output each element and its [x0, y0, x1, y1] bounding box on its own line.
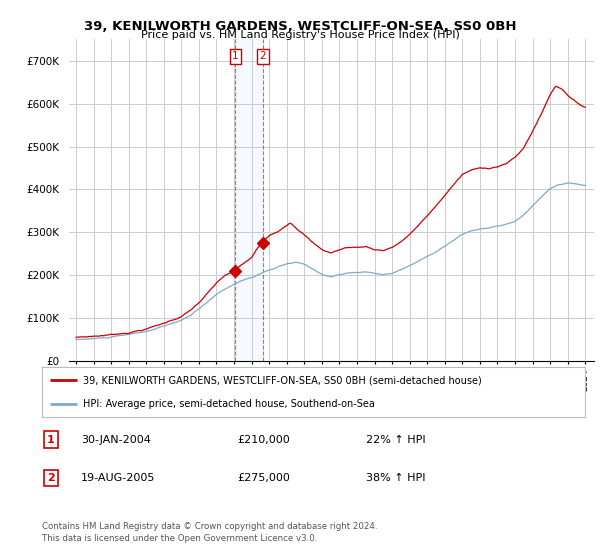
Text: 1: 1 [232, 52, 239, 62]
Text: HPI: Average price, semi-detached house, Southend-on-Sea: HPI: Average price, semi-detached house,… [83, 399, 374, 409]
Text: 2: 2 [259, 52, 266, 62]
Text: 38% ↑ HPI: 38% ↑ HPI [366, 473, 425, 483]
Text: 1: 1 [47, 435, 55, 445]
Text: 39, KENILWORTH GARDENS, WESTCLIFF-ON-SEA, SS0 0BH: 39, KENILWORTH GARDENS, WESTCLIFF-ON-SEA… [84, 20, 516, 32]
Bar [235, 39, 263, 361]
Text: 2: 2 [47, 473, 55, 483]
Text: 19-AUG-2005: 19-AUG-2005 [81, 473, 155, 483]
Text: 30-JAN-2004: 30-JAN-2004 [81, 435, 151, 445]
Text: 22% ↑ HPI: 22% ↑ HPI [366, 435, 425, 445]
Text: 39, KENILWORTH GARDENS, WESTCLIFF-ON-SEA, SS0 0BH (semi-detached house): 39, KENILWORTH GARDENS, WESTCLIFF-ON-SEA… [83, 375, 481, 385]
Text: Contains HM Land Registry data © Crown copyright and database right 2024.
This d: Contains HM Land Registry data © Crown c… [42, 522, 377, 543]
Text: £210,000: £210,000 [237, 435, 290, 445]
Text: Price paid vs. HM Land Registry's House Price Index (HPI): Price paid vs. HM Land Registry's House … [140, 30, 460, 40]
Text: £275,000: £275,000 [237, 473, 290, 483]
